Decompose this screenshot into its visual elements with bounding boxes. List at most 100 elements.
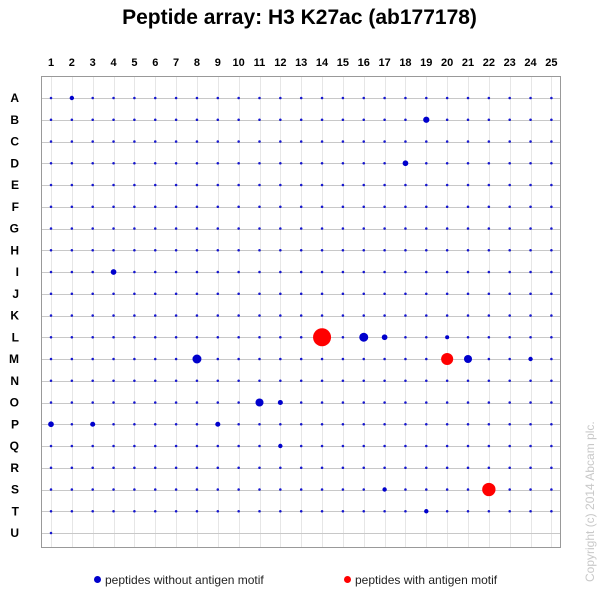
row-label-N: N bbox=[10, 374, 19, 388]
dot-Q9 bbox=[216, 444, 220, 448]
row-label-T: T bbox=[12, 504, 20, 518]
dot-M7 bbox=[174, 357, 178, 361]
dot-M18 bbox=[404, 357, 407, 361]
dot-R9 bbox=[216, 466, 220, 470]
dot-B23 bbox=[508, 118, 511, 122]
dot-D15 bbox=[341, 161, 345, 165]
dot-J10 bbox=[237, 292, 240, 296]
dot-P13 bbox=[299, 422, 303, 426]
dot-F25 bbox=[550, 205, 553, 209]
column-label-15: 15 bbox=[337, 57, 349, 69]
legend-label-with-motif: peptides with antigen motif bbox=[355, 573, 498, 587]
dot-G5 bbox=[133, 227, 136, 230]
dot-H24 bbox=[529, 248, 532, 252]
dot-P10 bbox=[237, 422, 240, 426]
dot-M12 bbox=[279, 357, 282, 361]
dot-D4 bbox=[112, 161, 115, 165]
dot-R2 bbox=[70, 466, 74, 470]
dot-O8 bbox=[195, 401, 199, 404]
column-label-4: 4 bbox=[110, 57, 117, 69]
dot-E15 bbox=[341, 183, 345, 187]
dot-S10 bbox=[237, 488, 240, 491]
dot-Q15 bbox=[341, 444, 345, 448]
dot-A23 bbox=[508, 96, 511, 100]
dot-R14 bbox=[320, 466, 324, 470]
dot-R13 bbox=[299, 466, 303, 470]
dot-L10 bbox=[237, 335, 240, 339]
dot-H21 bbox=[466, 248, 470, 252]
row-label-M: M bbox=[9, 352, 19, 366]
dot-O12 bbox=[277, 399, 283, 406]
dot-C15 bbox=[341, 140, 345, 143]
dot-S18 bbox=[404, 488, 407, 491]
dot-T6 bbox=[153, 509, 157, 513]
dot-H23 bbox=[508, 248, 511, 252]
chart-title: Peptide array: H3 K27ac (ab177178) bbox=[122, 6, 477, 29]
dot-P18 bbox=[404, 422, 407, 426]
dot-M5 bbox=[133, 357, 136, 361]
dot-F23 bbox=[508, 205, 511, 209]
dot-N6 bbox=[153, 379, 157, 383]
dot-E23 bbox=[508, 183, 511, 187]
dot-I13 bbox=[299, 270, 303, 274]
row-label-R: R bbox=[10, 461, 19, 475]
dot-C8 bbox=[195, 140, 199, 143]
dot-B25 bbox=[550, 118, 553, 122]
dot-J19 bbox=[425, 292, 428, 296]
dot-I21 bbox=[466, 270, 470, 274]
dot-D23 bbox=[508, 161, 511, 165]
dot-C9 bbox=[216, 140, 220, 143]
dot-A18 bbox=[404, 96, 407, 100]
dot-K4 bbox=[112, 314, 115, 317]
dot-K23 bbox=[508, 314, 511, 317]
dot-R10 bbox=[237, 466, 240, 470]
dot-H16 bbox=[362, 248, 366, 252]
dot-L5 bbox=[133, 335, 136, 339]
dot-I7 bbox=[174, 270, 178, 274]
dot-S11 bbox=[258, 488, 261, 491]
copyright-notice: Copyright (c) 2014 Abcam plc. bbox=[583, 421, 597, 582]
dot-B2 bbox=[70, 118, 74, 122]
dot-K19 bbox=[425, 314, 428, 317]
dot-I9 bbox=[216, 270, 220, 274]
dot-B20 bbox=[445, 118, 449, 122]
dot-M8 bbox=[192, 354, 202, 364]
dot-R22 bbox=[487, 466, 491, 470]
dot-K5 bbox=[133, 314, 136, 317]
column-label-25: 25 bbox=[545, 57, 557, 69]
dot-L24 bbox=[529, 335, 532, 339]
dot-M22 bbox=[487, 357, 491, 361]
dot-E3 bbox=[91, 183, 94, 187]
dot-E21 bbox=[466, 183, 470, 187]
dot-O14 bbox=[320, 401, 324, 404]
dot-M3 bbox=[91, 357, 94, 361]
dot-A8 bbox=[195, 96, 199, 100]
dot-Q5 bbox=[133, 444, 136, 448]
dot-P9 bbox=[215, 421, 221, 427]
dot-I14 bbox=[320, 270, 324, 274]
dot-S21 bbox=[466, 488, 470, 491]
dot-C2 bbox=[70, 140, 74, 143]
dot-K21 bbox=[466, 314, 470, 317]
dot-O3 bbox=[91, 401, 94, 404]
dot-I5 bbox=[133, 270, 136, 274]
dot-D8 bbox=[195, 161, 199, 165]
dot-J9 bbox=[216, 292, 220, 296]
dot-M19 bbox=[425, 357, 428, 361]
dot-M15 bbox=[341, 357, 345, 361]
dot-T13 bbox=[299, 509, 303, 513]
column-label-7: 7 bbox=[173, 57, 179, 69]
dot-P16 bbox=[362, 422, 366, 426]
dot-B9 bbox=[216, 118, 220, 122]
dot-E11 bbox=[258, 183, 261, 187]
dot-R24 bbox=[529, 466, 532, 470]
dot-F7 bbox=[174, 205, 178, 209]
dot-L14-motif bbox=[313, 328, 332, 347]
row-label-H: H bbox=[10, 243, 19, 257]
dot-E4 bbox=[112, 183, 115, 187]
dot-P17 bbox=[383, 422, 386, 426]
dot-B12 bbox=[279, 118, 282, 122]
dot-M4 bbox=[112, 357, 115, 361]
dot-L7 bbox=[174, 335, 178, 339]
dot-M24 bbox=[528, 356, 533, 362]
